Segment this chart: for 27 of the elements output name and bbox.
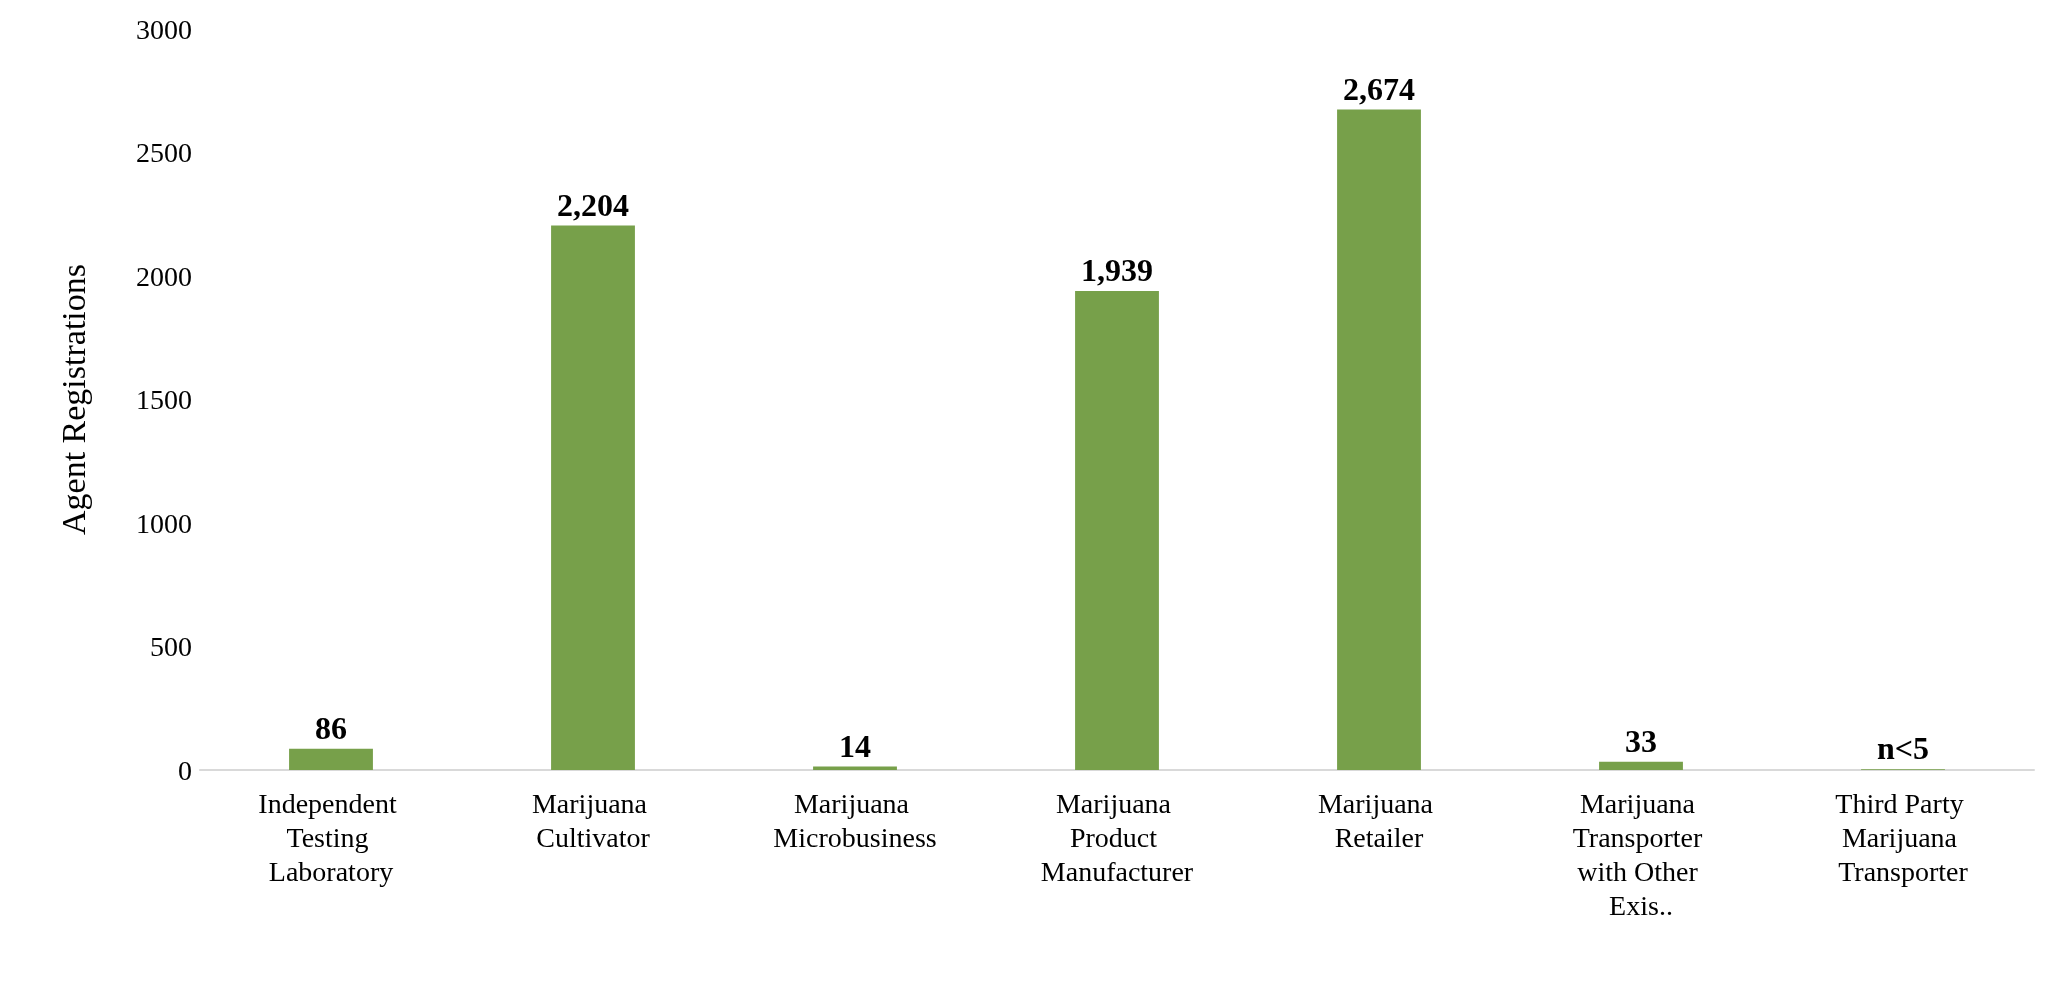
x-tick-label: Independent Testing Laboratory — [258, 787, 404, 887]
x-tick-label: Marijuana Product Manufacturer — [1040, 787, 1194, 887]
data-label: 1,939 — [1081, 252, 1153, 289]
bar — [1075, 291, 1159, 770]
x-tick-label: Marijuana Microbusiness — [773, 787, 937, 853]
data-label: 2,204 — [557, 186, 629, 223]
x-tick-label: Third Party Marijuana Transporter — [1835, 787, 1971, 887]
data-label: 33 — [1625, 722, 1657, 759]
y-tick-label: 1000 — [136, 507, 192, 539]
data-label: 86 — [315, 709, 347, 746]
y-tick-label: 0 — [178, 754, 192, 786]
y-tick-label: 2500 — [136, 137, 192, 168]
y-tick-label: 3000 — [136, 13, 192, 45]
y-tick-label: 1500 — [136, 384, 192, 415]
data-label: n<5 — [1876, 730, 1930, 767]
bar — [551, 225, 635, 770]
x-tick-label: Marijuana Transporter with Other Exis.. — [1572, 787, 1710, 921]
data-label: 14 — [839, 727, 871, 764]
data-label: 2,674 — [1343, 70, 1415, 107]
bar — [1599, 761, 1683, 770]
bar — [1337, 109, 1421, 770]
y-axis-title: Agent Registrations — [54, 263, 92, 536]
bar — [289, 748, 373, 770]
x-tick-label: Marijuana Retailer — [1317, 787, 1441, 853]
y-tick-label: 2000 — [136, 260, 192, 292]
x-tick-label: Marijuana Cultivator — [531, 787, 655, 853]
y-tick-label: 500 — [150, 631, 192, 662]
